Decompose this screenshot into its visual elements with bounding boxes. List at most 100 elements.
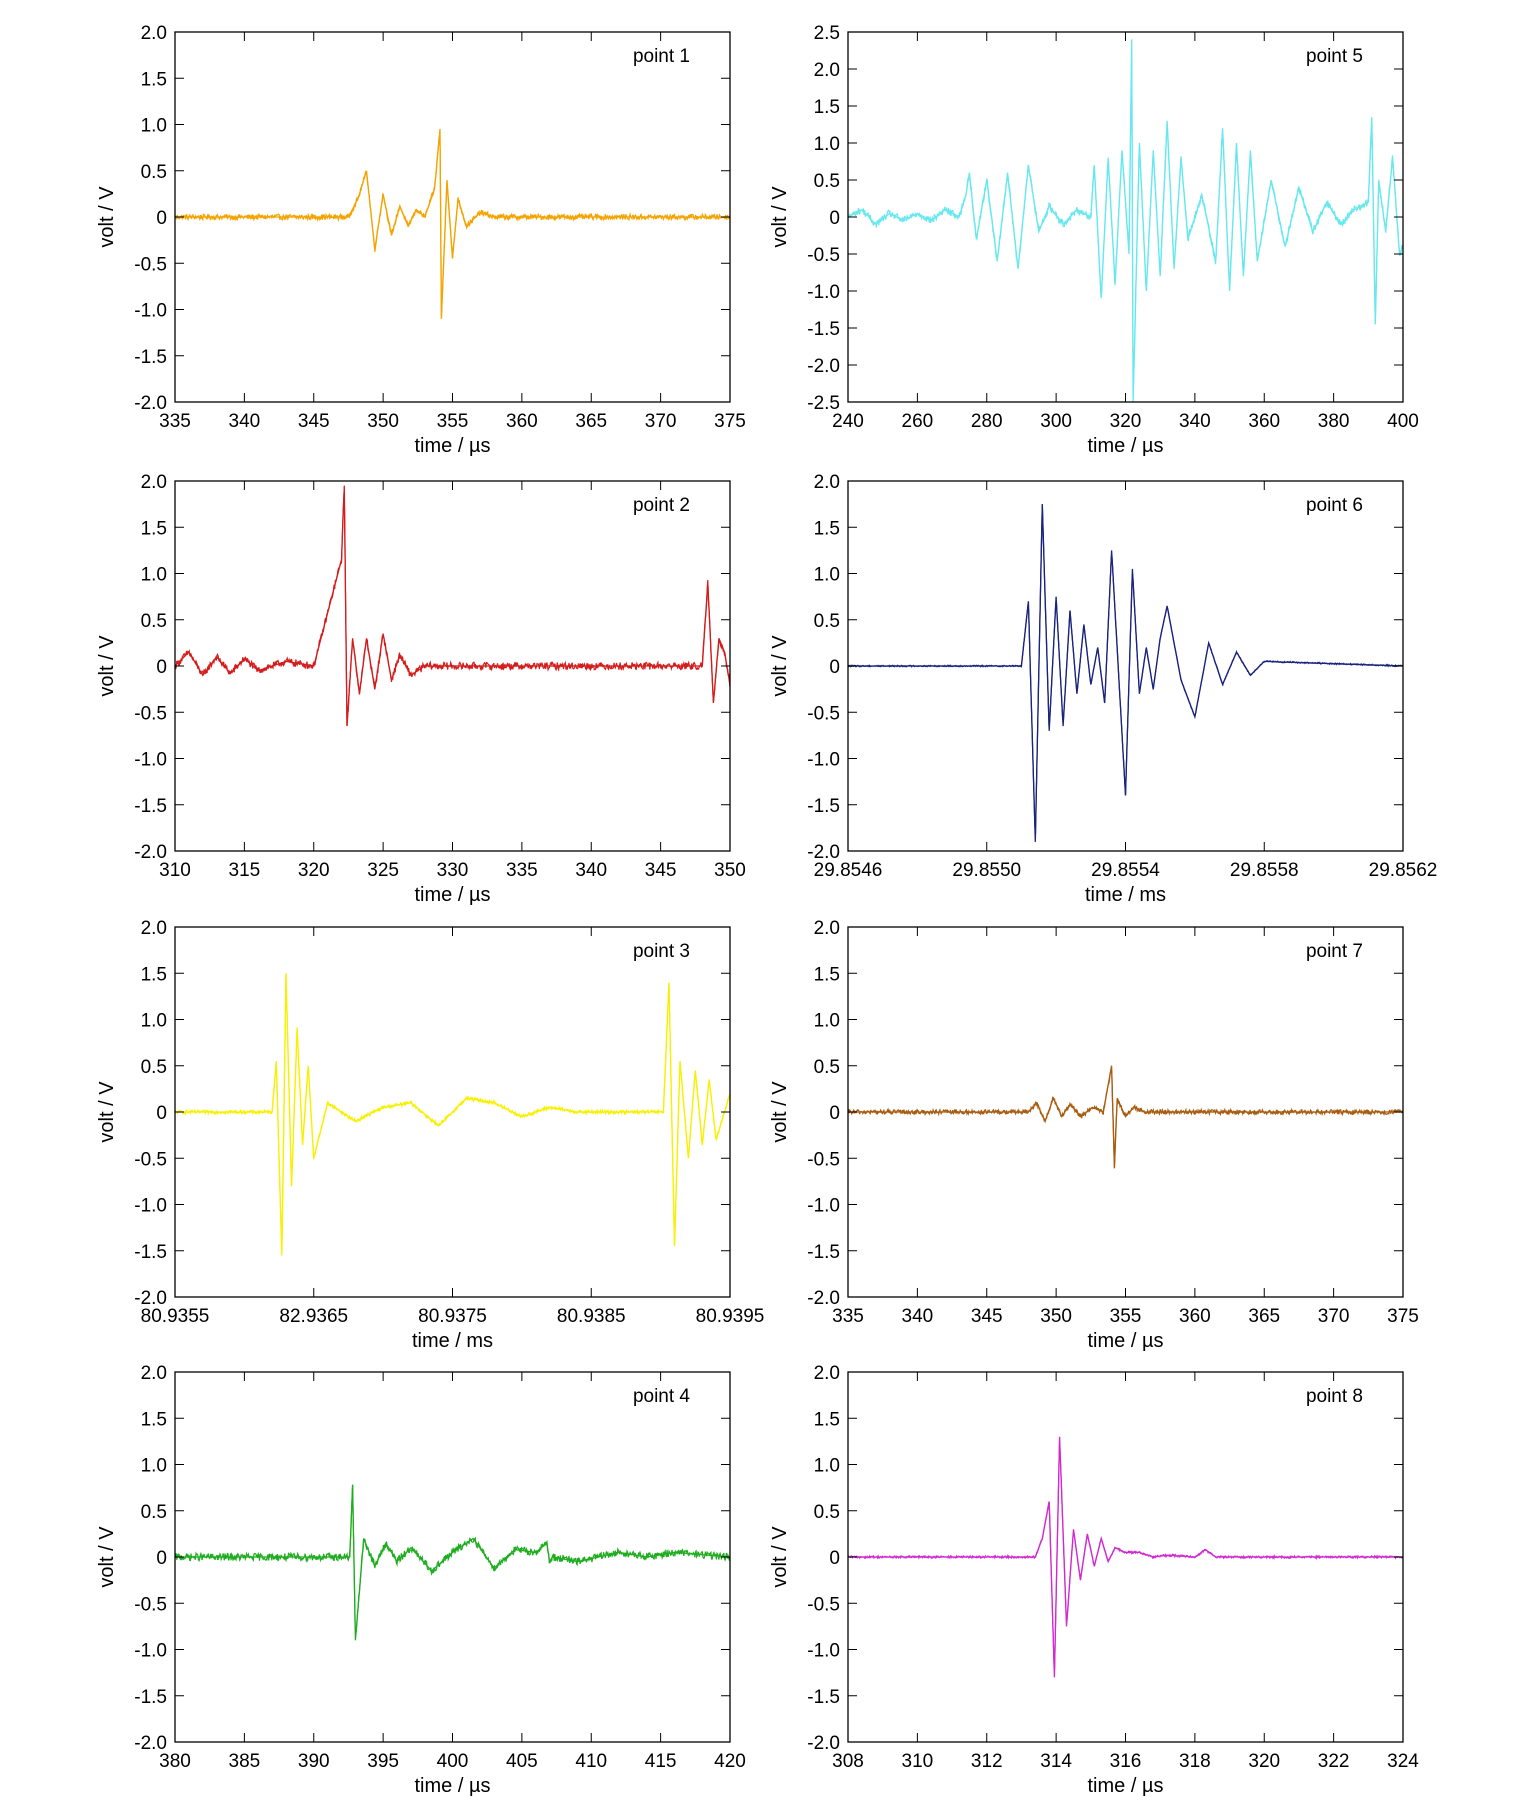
y-tick-label: -1.0 bbox=[807, 1641, 840, 1662]
x-tick-label: 365 bbox=[575, 411, 607, 432]
y-tick-label: -1.5 bbox=[807, 319, 840, 340]
x-tick-label: 395 bbox=[367, 1751, 399, 1772]
y-tick-label: -2.0 bbox=[134, 842, 167, 863]
y-tick-label: -0.5 bbox=[134, 254, 167, 275]
chart-panel-1: 335 340 345 350 355 360 365 370 375 -2.0 -1.5 -1.0 -… bbox=[96, 23, 746, 457]
y-tick-label: 2.0 bbox=[814, 1363, 840, 1384]
x-axis-label: time / µs bbox=[1088, 435, 1164, 457]
x-axis-label: time / ms bbox=[412, 1330, 493, 1352]
x-tick-label: 340 bbox=[229, 411, 261, 432]
x-tick-label: 340 bbox=[902, 1306, 934, 1327]
x-tick-label: 335 bbox=[159, 411, 191, 432]
x-axis-label: time / µs bbox=[1088, 1330, 1164, 1352]
y-tick-label: 0.5 bbox=[814, 1057, 840, 1078]
y-tick-label: 2.0 bbox=[814, 60, 840, 81]
x-tick-label: 335 bbox=[832, 1306, 864, 1327]
x-tick-label: 360 bbox=[506, 411, 538, 432]
x-axis-label: time / µs bbox=[415, 884, 491, 906]
signal-peaks-6 bbox=[848, 504, 1403, 842]
y-tick-label: 1.5 bbox=[141, 1409, 167, 1430]
x-tick-label: 308 bbox=[832, 1751, 864, 1772]
chart-panel-8: 308 310 312 314 316 318 320 322 324 -2.0 -1.5 -1.0 -… bbox=[769, 1363, 1419, 1797]
x-tick-label: 300 bbox=[1040, 411, 1072, 432]
y-tick-label: 1.0 bbox=[141, 1456, 167, 1477]
x-tick-label: 405 bbox=[506, 1751, 538, 1772]
y-tick-label: -1.5 bbox=[807, 796, 840, 817]
y-tick-label: -0.5 bbox=[807, 1594, 840, 1615]
y-tick-label: 1.5 bbox=[814, 518, 840, 539]
signal-trace-2 bbox=[175, 493, 730, 726]
x-tick-label: 320 bbox=[298, 860, 330, 881]
x-tick-label: 355 bbox=[1110, 1306, 1142, 1327]
signal-trace-8 bbox=[848, 1440, 1403, 1670]
y-tick-label: 1.0 bbox=[141, 116, 167, 137]
chart-panel-6: 29.8546 29.8550 29.8554 29.8558 29.8562 -2.0 -… bbox=[769, 472, 1437, 906]
signal-trace-4 bbox=[175, 1484, 730, 1637]
y-tick-label: 1.5 bbox=[141, 69, 167, 90]
x-tick-label: 320 bbox=[1248, 1751, 1280, 1772]
y-tick-label: -1.5 bbox=[134, 1242, 167, 1263]
point-label: point 1 bbox=[633, 46, 690, 67]
y-axis-label: volt / V bbox=[769, 1081, 791, 1143]
x-tick-label: 312 bbox=[971, 1751, 1003, 1772]
chart-panel-4: 380 385 390 395 400 405 410 415 420 -2.0 -1.5 -1.0 -… bbox=[96, 1363, 746, 1797]
x-tick-label: 345 bbox=[645, 860, 677, 881]
y-tick-label: -1.0 bbox=[134, 750, 167, 771]
y-tick-label: -0.5 bbox=[134, 703, 167, 724]
y-tick-label: -2.5 bbox=[807, 393, 840, 414]
x-tick-label: 355 bbox=[437, 411, 469, 432]
y-tick-label: 1.0 bbox=[814, 1456, 840, 1477]
y-tick-label: 0.5 bbox=[814, 1502, 840, 1523]
signal-peaks-1 bbox=[175, 129, 730, 319]
x-tick-label: 29.8554 bbox=[1091, 860, 1160, 881]
y-axis-label: volt / V bbox=[769, 186, 791, 248]
y-tick-label: -2.0 bbox=[134, 393, 167, 414]
y-tick-label: -1.5 bbox=[134, 796, 167, 817]
y-tick-label: 1.0 bbox=[814, 1011, 840, 1032]
x-tick-label: 82.9365 bbox=[279, 1306, 348, 1327]
y-tick-label: -2.0 bbox=[807, 1288, 840, 1309]
signal-peaks-4 bbox=[175, 1484, 730, 1641]
x-tick-label: 310 bbox=[902, 1751, 934, 1772]
y-tick-label: 2.0 bbox=[141, 23, 167, 44]
y-tick-label: 2.0 bbox=[814, 918, 840, 939]
x-tick-label: 310 bbox=[159, 860, 191, 881]
y-tick-label: 0 bbox=[156, 1103, 167, 1124]
x-tick-label: 390 bbox=[298, 1751, 330, 1772]
y-tick-label: -2.0 bbox=[807, 1733, 840, 1754]
x-tick-label: 365 bbox=[1248, 1306, 1280, 1327]
y-tick-label: 0.5 bbox=[141, 611, 167, 632]
y-tick-label: -1.0 bbox=[807, 1196, 840, 1217]
y-tick-label: 2.0 bbox=[141, 1363, 167, 1384]
chart-panel-3: 80.9355 82.9365 80.9375 80.9385 80.9395 -2.0 -… bbox=[96, 918, 764, 1352]
y-tick-label: -1.0 bbox=[807, 750, 840, 771]
x-tick-label: 80.9395 bbox=[696, 1306, 765, 1327]
y-tick-label: 1.5 bbox=[814, 1409, 840, 1430]
y-tick-label: 0.5 bbox=[141, 1057, 167, 1078]
point-label: point 4 bbox=[633, 1386, 690, 1407]
y-tick-label: 1.5 bbox=[141, 518, 167, 539]
y-tick-label: 0.5 bbox=[814, 171, 840, 192]
x-tick-label: 400 bbox=[1387, 411, 1419, 432]
y-tick-label: -0.5 bbox=[807, 245, 840, 266]
x-tick-label: 80.9355 bbox=[141, 1306, 210, 1327]
x-tick-label: 420 bbox=[714, 1751, 746, 1772]
y-tick-label: -2.0 bbox=[134, 1288, 167, 1309]
y-tick-label: -0.5 bbox=[134, 1594, 167, 1615]
x-tick-label: 345 bbox=[298, 411, 330, 432]
x-tick-label: 340 bbox=[1179, 411, 1211, 432]
point-label: point 8 bbox=[1306, 1386, 1363, 1407]
signal-trace-1 bbox=[175, 135, 730, 319]
y-tick-label: 2.5 bbox=[814, 23, 840, 44]
y-tick-label: 0.5 bbox=[141, 1502, 167, 1523]
x-axis-label: time / µs bbox=[415, 1775, 491, 1797]
x-tick-label: 280 bbox=[971, 411, 1003, 432]
x-tick-label: 29.8550 bbox=[952, 860, 1021, 881]
y-axis-label: volt / V bbox=[96, 1081, 118, 1143]
x-tick-label: 330 bbox=[437, 860, 469, 881]
chart-panel-2: 310 315 320 325 330 335 340 345 350 -2.0 -1.5 -1.0 -… bbox=[96, 472, 746, 906]
y-tick-label: -1.0 bbox=[134, 301, 167, 322]
point-label: point 3 bbox=[633, 941, 690, 962]
y-tick-label: 0 bbox=[829, 208, 840, 229]
